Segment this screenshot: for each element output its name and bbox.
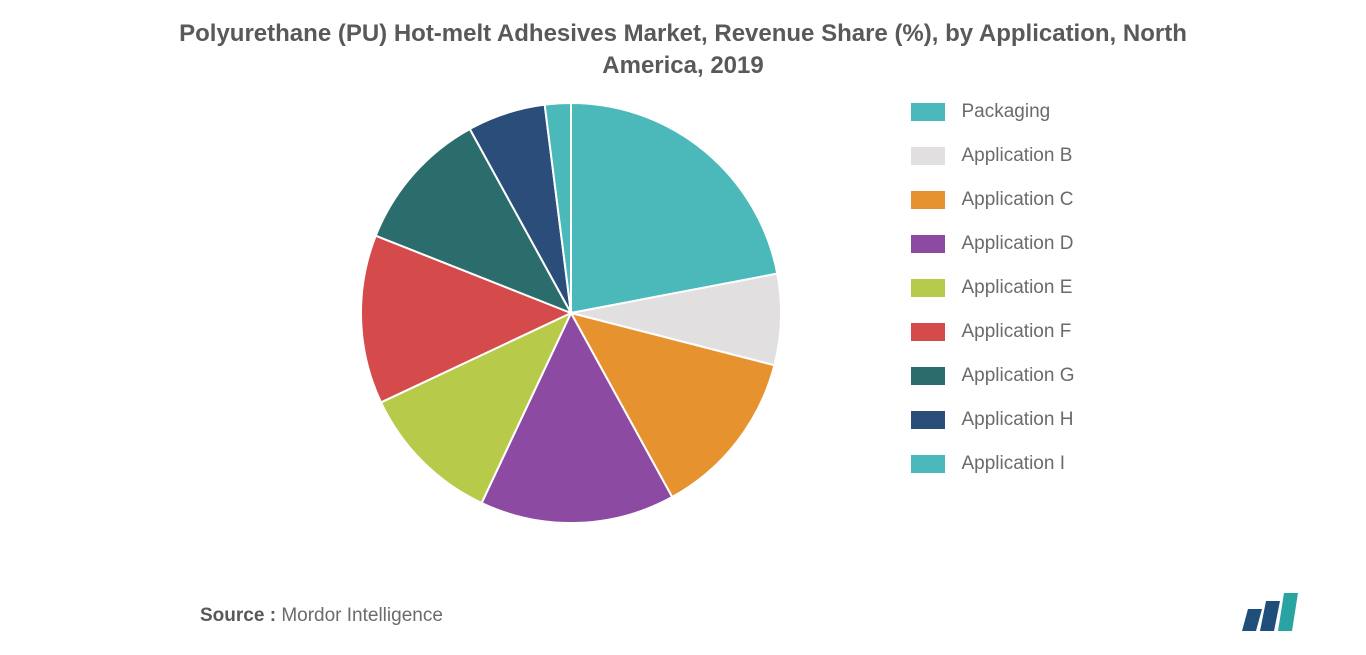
legend-swatch xyxy=(911,103,945,121)
legend-swatch xyxy=(911,455,945,473)
source-label: Source : xyxy=(200,605,276,626)
legend-swatch xyxy=(911,191,945,209)
legend-item: Application C xyxy=(911,189,1074,211)
legend-label: Application G xyxy=(961,365,1074,387)
legend-label: Application I xyxy=(961,453,1065,475)
legend-label: Application H xyxy=(961,409,1073,431)
legend-swatch xyxy=(911,147,945,165)
chart-title: Polyurethane (PU) Hot-melt Adhesives Mar… xyxy=(133,18,1233,83)
legend-item: Application I xyxy=(911,453,1074,475)
pie-wrap xyxy=(291,93,851,533)
legend-swatch xyxy=(911,279,945,297)
legend-label: Application F xyxy=(961,321,1071,343)
plot-row: Packaging Application B Application C Appli… xyxy=(40,93,1326,533)
legend-item: Application B xyxy=(911,145,1074,167)
logo-bar xyxy=(1242,609,1262,631)
legend-swatch xyxy=(911,367,945,385)
legend-item: Application D xyxy=(911,233,1074,255)
legend-label: Application E xyxy=(961,277,1072,299)
source-text: Mordor Intelligence xyxy=(281,605,443,626)
legend-label: Packaging xyxy=(961,101,1050,123)
legend: Packaging Application B Application C Appli… xyxy=(911,101,1074,475)
legend-item: Packaging xyxy=(911,101,1074,123)
legend-item: Application F xyxy=(911,321,1074,343)
legend-swatch xyxy=(911,323,945,341)
legend-swatch xyxy=(911,411,945,429)
brand-logo-icon xyxy=(1236,591,1306,631)
legend-item: Application G xyxy=(911,365,1074,387)
legend-item: Application E xyxy=(911,277,1074,299)
legend-label: Application D xyxy=(961,233,1073,255)
legend-label: Application B xyxy=(961,145,1072,167)
source-line: Source : Mordor Intelligence xyxy=(200,605,443,627)
legend-item: Application H xyxy=(911,409,1074,431)
legend-label: Application C xyxy=(961,189,1073,211)
logo-bar xyxy=(1278,593,1298,631)
logo-bar xyxy=(1260,601,1280,631)
legend-swatch xyxy=(911,235,945,253)
pie-chart xyxy=(351,93,791,533)
chart-container: Polyurethane (PU) Hot-melt Adhesives Mar… xyxy=(0,0,1366,655)
